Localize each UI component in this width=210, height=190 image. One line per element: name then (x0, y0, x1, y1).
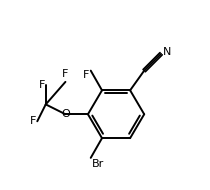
Text: N: N (163, 47, 172, 57)
Text: F: F (30, 116, 37, 126)
Text: Br: Br (92, 158, 104, 169)
Text: F: F (83, 70, 89, 80)
Text: O: O (62, 108, 71, 119)
Text: F: F (62, 69, 69, 79)
Text: F: F (39, 80, 45, 90)
